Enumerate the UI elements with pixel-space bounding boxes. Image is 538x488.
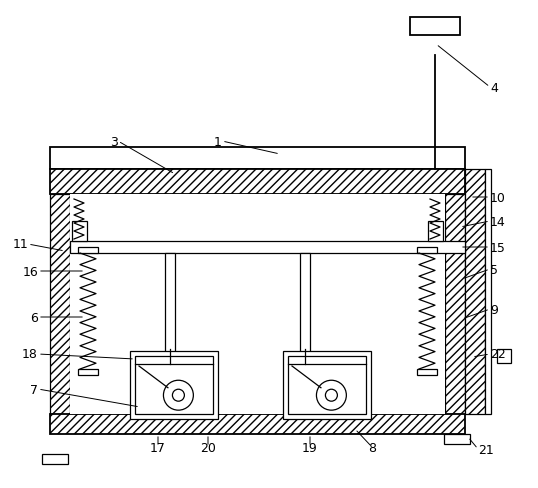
- Text: 3: 3: [110, 135, 118, 148]
- Text: 7: 7: [30, 383, 38, 396]
- Bar: [283, 351, 371, 419]
- Bar: [165, 253, 175, 369]
- Bar: [78, 247, 98, 253]
- Text: 15: 15: [490, 241, 506, 254]
- Bar: [42, 454, 68, 464]
- Text: 9: 9: [490, 303, 498, 316]
- Bar: [72, 222, 87, 242]
- Bar: [70, 242, 465, 253]
- Bar: [78, 369, 98, 375]
- Bar: [417, 247, 437, 253]
- Text: 19: 19: [302, 441, 318, 453]
- Bar: [135, 356, 213, 414]
- Bar: [50, 414, 465, 434]
- Text: 8: 8: [368, 441, 376, 453]
- Text: 22: 22: [490, 348, 506, 361]
- Bar: [130, 351, 218, 419]
- Bar: [50, 170, 465, 195]
- Bar: [50, 148, 465, 170]
- Text: 1: 1: [214, 135, 222, 148]
- Bar: [497, 349, 511, 363]
- Circle shape: [164, 381, 193, 410]
- Bar: [485, 170, 491, 414]
- Text: 4: 4: [490, 81, 498, 94]
- Circle shape: [325, 389, 337, 401]
- Text: 6: 6: [30, 311, 38, 324]
- Bar: [428, 222, 443, 242]
- Bar: [410, 18, 460, 36]
- Text: 18: 18: [22, 348, 38, 361]
- Bar: [445, 195, 465, 414]
- Text: 16: 16: [22, 265, 38, 278]
- Bar: [288, 356, 366, 414]
- Bar: [465, 170, 485, 414]
- Circle shape: [316, 381, 346, 410]
- Text: 20: 20: [200, 441, 216, 453]
- Bar: [444, 434, 470, 444]
- Text: 11: 11: [12, 238, 28, 251]
- Text: 5: 5: [490, 263, 498, 276]
- Bar: [70, 195, 445, 414]
- Text: 17: 17: [150, 441, 166, 453]
- Circle shape: [172, 389, 185, 401]
- Bar: [50, 195, 70, 414]
- Text: 14: 14: [490, 215, 506, 228]
- Text: 21: 21: [478, 443, 494, 456]
- Text: 10: 10: [490, 191, 506, 204]
- Bar: [417, 369, 437, 375]
- Bar: [300, 253, 310, 369]
